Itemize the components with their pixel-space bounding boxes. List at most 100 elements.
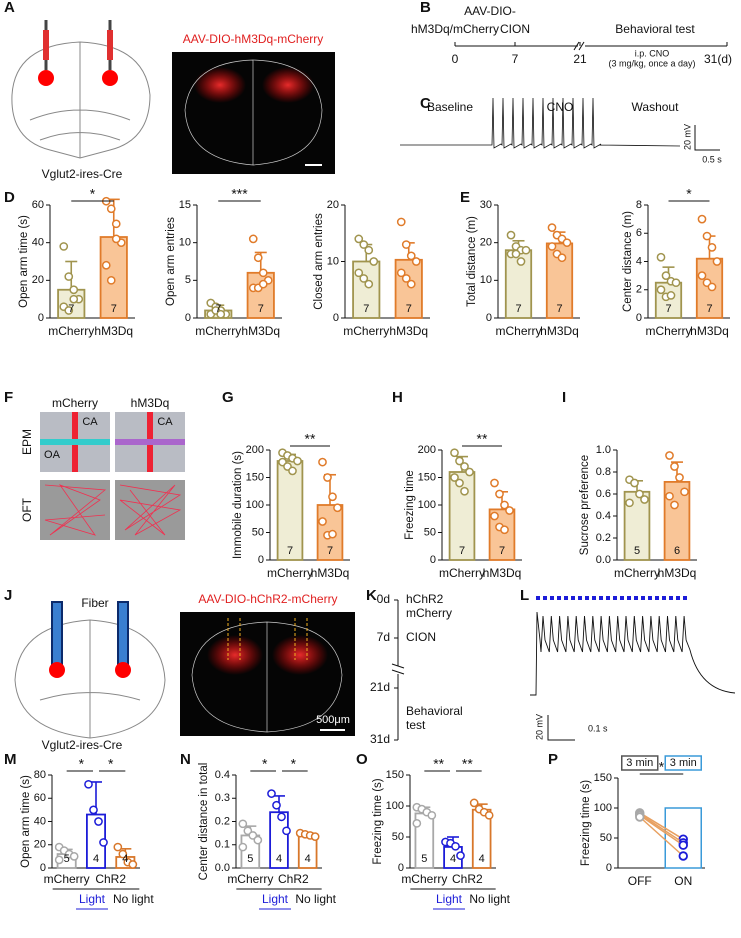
n-label: 4: [276, 853, 282, 865]
bar: [276, 460, 304, 561]
data-point: [128, 860, 138, 869]
data-point: [328, 492, 337, 502]
y-tick-label: 1.0: [596, 444, 611, 456]
timeline-day: 0: [452, 52, 459, 66]
y-axis-label: Freezing time (s): [372, 778, 384, 864]
n-label: 5: [421, 853, 427, 865]
y-tick-label: 40: [34, 815, 46, 827]
data-point: [500, 525, 509, 535]
panel-letter: O: [356, 751, 368, 768]
timeline-day: 21d: [370, 680, 390, 694]
data-point: [282, 826, 291, 836]
data-point: [248, 234, 258, 244]
significance-label: *: [262, 756, 268, 772]
y-tick-label: 2: [636, 284, 642, 296]
x-tick-label: mCherry: [195, 324, 241, 338]
x-tick-label: mCherry: [439, 566, 485, 580]
data-point: [359, 240, 369, 249]
data-point: [707, 282, 717, 292]
timeline-day: 7: [512, 52, 519, 66]
x-tick-label: hM3Dq: [483, 566, 522, 580]
significance-label: *: [90, 186, 96, 202]
data-point: [238, 819, 248, 829]
data-point: [354, 268, 364, 278]
data-point: [69, 294, 79, 304]
n-label: 7: [215, 303, 221, 315]
timeline-text: Behavioral: [406, 704, 463, 718]
panel-letter: N: [180, 751, 191, 768]
column-label: hM3Dq: [131, 396, 170, 410]
data-point: [562, 238, 572, 248]
y-tick-label: 100: [594, 802, 612, 814]
data-point: [656, 285, 666, 295]
y-tick-label: 20: [34, 839, 46, 851]
n-label: 7: [258, 303, 264, 315]
n-label: 7: [111, 303, 117, 315]
y-tick-label: 0.4: [215, 769, 230, 781]
n-label: 7: [68, 303, 74, 315]
data-point: [369, 257, 379, 266]
data-point: [450, 473, 459, 482]
data-point: [84, 779, 93, 789]
data-point: [547, 242, 557, 251]
timeline-text: Behavioral test: [615, 22, 695, 36]
y-tick-label: 100: [418, 499, 436, 511]
x-tick-label: mCherry: [614, 566, 660, 580]
column-label: mCherry: [52, 396, 98, 410]
y-tick-label: 15: [179, 199, 191, 211]
y-tick-label: 0.3: [215, 792, 230, 804]
phase-label: Baseline: [427, 100, 473, 114]
group-label: mCherry: [44, 872, 90, 886]
data-point: [364, 279, 374, 289]
group-label: ChR2: [452, 872, 483, 886]
y-tick-label: 0.2: [596, 532, 611, 544]
data-point: [106, 204, 116, 214]
timeline-text: test: [406, 718, 426, 732]
significance-label: *: [79, 756, 85, 772]
n-label: 6: [674, 545, 680, 557]
panel-letter: G: [222, 389, 234, 406]
panel-letter: P: [548, 751, 558, 768]
data-point: [506, 230, 516, 240]
data-point: [678, 840, 688, 850]
n-label: 7: [459, 545, 465, 557]
data-point: [267, 789, 276, 798]
n-label: 7: [665, 303, 671, 315]
y-tick-label: 10: [179, 237, 191, 249]
data-point: [364, 245, 374, 255]
group-label: mCherry: [401, 872, 447, 886]
scale-label: 0.5 s: [702, 154, 722, 164]
data-point: [697, 271, 707, 280]
condition-box-label: 3 min: [670, 757, 697, 769]
scale-label: 20 mV: [682, 124, 692, 150]
data-point: [277, 812, 286, 822]
y-tick-label: 60: [34, 792, 46, 804]
data-point: [465, 467, 474, 477]
condition-label: No light: [295, 892, 336, 906]
timeline-day: 21: [573, 52, 587, 66]
y-axis-label: Immobile duration (s): [232, 451, 244, 559]
data-point: [712, 257, 722, 266]
n-label: 4: [305, 853, 311, 865]
data-point: [106, 275, 116, 285]
data-point: [288, 466, 297, 476]
scale-label: 0.1 s: [588, 723, 608, 733]
data-point: [661, 271, 671, 280]
data-point: [258, 279, 268, 289]
arm-label: CA: [157, 416, 173, 428]
significance-label: **: [477, 431, 488, 447]
y-tick-label: 200: [246, 444, 264, 456]
n-label: 4: [122, 853, 128, 865]
data-point: [59, 242, 69, 251]
data-point: [310, 832, 320, 841]
voltage-trace: [530, 611, 736, 696]
panel-letter: F: [4, 389, 13, 406]
data-point: [328, 529, 337, 539]
data-point: [630, 478, 639, 488]
data-point: [113, 842, 123, 852]
row-label: EPM: [20, 429, 34, 455]
y-tick-label: 0.8: [596, 466, 611, 478]
y-tick-label: 0: [430, 554, 436, 566]
x-tick-label: mCherry: [343, 324, 389, 338]
n-label: 5: [247, 853, 253, 865]
